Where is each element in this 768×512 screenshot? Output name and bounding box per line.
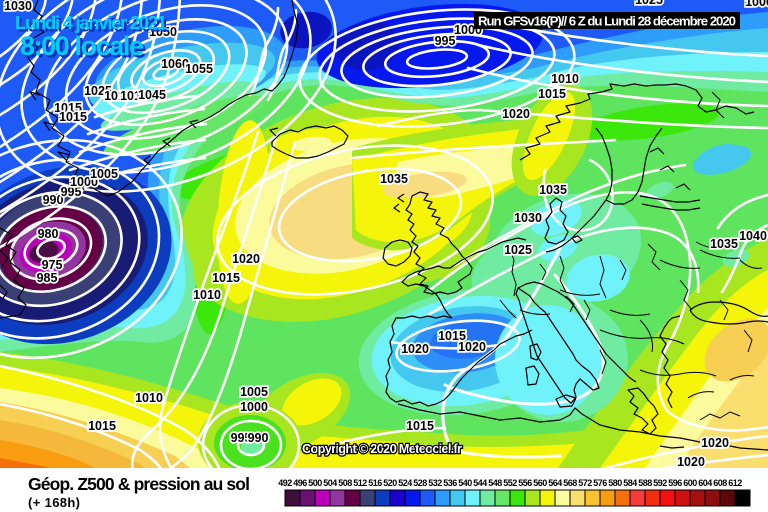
svg-text:Lundi 4 janvier 2021: Lundi 4 janvier 2021 bbox=[18, 15, 170, 36]
svg-text:990: 990 bbox=[248, 431, 269, 445]
svg-text:496: 496 bbox=[293, 478, 307, 488]
svg-text:1015: 1015 bbox=[88, 419, 116, 433]
svg-text:1010: 1010 bbox=[193, 288, 221, 302]
svg-text:995: 995 bbox=[435, 34, 456, 48]
svg-text:536: 536 bbox=[443, 478, 457, 488]
svg-text:Run GFSv16(P)// 6 Z du Lundi 2: Run GFSv16(P)// 6 Z du Lundi 28 décembre… bbox=[478, 14, 736, 29]
svg-text:1025: 1025 bbox=[504, 243, 532, 257]
svg-text:540: 540 bbox=[458, 478, 472, 488]
svg-text:990: 990 bbox=[43, 193, 64, 207]
svg-text:516: 516 bbox=[368, 478, 382, 488]
svg-text:1015: 1015 bbox=[212, 271, 240, 285]
svg-text:564: 564 bbox=[548, 478, 562, 488]
svg-text:556: 556 bbox=[518, 478, 532, 488]
svg-text:1030: 1030 bbox=[514, 211, 542, 225]
svg-text:528: 528 bbox=[413, 478, 427, 488]
svg-text:572: 572 bbox=[578, 478, 592, 488]
svg-text:1010: 1010 bbox=[104, 89, 132, 103]
svg-text:1020: 1020 bbox=[232, 252, 260, 266]
svg-text:1055: 1055 bbox=[185, 62, 213, 76]
svg-text:1015: 1015 bbox=[438, 329, 466, 343]
svg-text:1060: 1060 bbox=[161, 57, 189, 71]
svg-text:1030: 1030 bbox=[4, 0, 32, 13]
svg-text:1005: 1005 bbox=[90, 167, 118, 181]
svg-text:1020: 1020 bbox=[701, 436, 729, 450]
svg-text:995: 995 bbox=[61, 185, 82, 199]
svg-text:596: 596 bbox=[668, 478, 682, 488]
svg-text:1000: 1000 bbox=[240, 400, 268, 414]
svg-text:592: 592 bbox=[653, 478, 667, 488]
svg-text:1005: 1005 bbox=[240, 385, 268, 399]
svg-text:1010: 1010 bbox=[551, 72, 579, 86]
svg-text:520: 520 bbox=[383, 478, 397, 488]
svg-text:995: 995 bbox=[231, 431, 252, 445]
svg-text:512: 512 bbox=[353, 478, 367, 488]
svg-text:584: 584 bbox=[623, 478, 637, 488]
svg-text:1020: 1020 bbox=[502, 107, 530, 121]
svg-text:1050: 1050 bbox=[149, 25, 177, 39]
svg-text:1010: 1010 bbox=[135, 391, 163, 405]
svg-text:508: 508 bbox=[338, 478, 352, 488]
svg-text:560: 560 bbox=[533, 478, 547, 488]
svg-text:1035: 1035 bbox=[380, 172, 408, 186]
svg-text:1015: 1015 bbox=[54, 101, 82, 115]
svg-text:1025: 1025 bbox=[635, 0, 663, 7]
svg-text:985: 985 bbox=[37, 271, 58, 285]
svg-text:975: 975 bbox=[42, 258, 63, 272]
svg-text:544: 544 bbox=[473, 478, 487, 488]
svg-text:492: 492 bbox=[278, 478, 292, 488]
svg-text:588: 588 bbox=[638, 478, 652, 488]
svg-text:600: 600 bbox=[683, 478, 697, 488]
svg-text:1045: 1045 bbox=[138, 88, 166, 102]
svg-text:1035: 1035 bbox=[710, 237, 738, 251]
svg-text:500: 500 bbox=[308, 478, 322, 488]
svg-text:576: 576 bbox=[593, 478, 607, 488]
svg-text:548: 548 bbox=[488, 478, 502, 488]
svg-text:552: 552 bbox=[503, 478, 517, 488]
svg-text:1015: 1015 bbox=[59, 110, 87, 124]
svg-text:612: 612 bbox=[728, 478, 742, 488]
svg-text:604: 604 bbox=[698, 478, 712, 488]
svg-text:1020: 1020 bbox=[401, 342, 429, 356]
svg-text:1000: 1000 bbox=[745, 0, 768, 9]
svg-text:Lundi 4 janvier 2021: Lundi 4 janvier 2021 bbox=[15, 12, 167, 33]
svg-text:1015: 1015 bbox=[538, 87, 566, 101]
svg-text:1035: 1035 bbox=[539, 183, 567, 197]
svg-text:Copyright © 2020 Meteociel.fr: Copyright © 2020 Meteociel.fr bbox=[302, 441, 462, 456]
svg-text:532: 532 bbox=[428, 478, 442, 488]
svg-text:524: 524 bbox=[398, 478, 412, 488]
svg-text:1015: 1015 bbox=[406, 419, 434, 433]
svg-text:1010: 1010 bbox=[120, 89, 148, 103]
svg-text:1000: 1000 bbox=[70, 175, 98, 189]
svg-text:Géop. Z500 & pression au sol: Géop. Z500 & pression au sol bbox=[28, 474, 250, 494]
svg-text:(+ 168h): (+ 168h) bbox=[28, 495, 80, 510]
svg-text:1040: 1040 bbox=[739, 229, 767, 243]
svg-text:1020: 1020 bbox=[677, 455, 705, 469]
svg-text:608: 608 bbox=[713, 478, 727, 488]
svg-text:8:00 locale: 8:00 locale bbox=[20, 31, 144, 61]
svg-text:504: 504 bbox=[323, 478, 337, 488]
svg-text:980: 980 bbox=[38, 227, 59, 241]
svg-text:1025: 1025 bbox=[84, 84, 112, 98]
svg-text:580: 580 bbox=[608, 478, 622, 488]
svg-text:8:00 locale: 8:00 locale bbox=[23, 34, 147, 64]
svg-text:568: 568 bbox=[563, 478, 577, 488]
svg-text:1020: 1020 bbox=[458, 340, 486, 354]
